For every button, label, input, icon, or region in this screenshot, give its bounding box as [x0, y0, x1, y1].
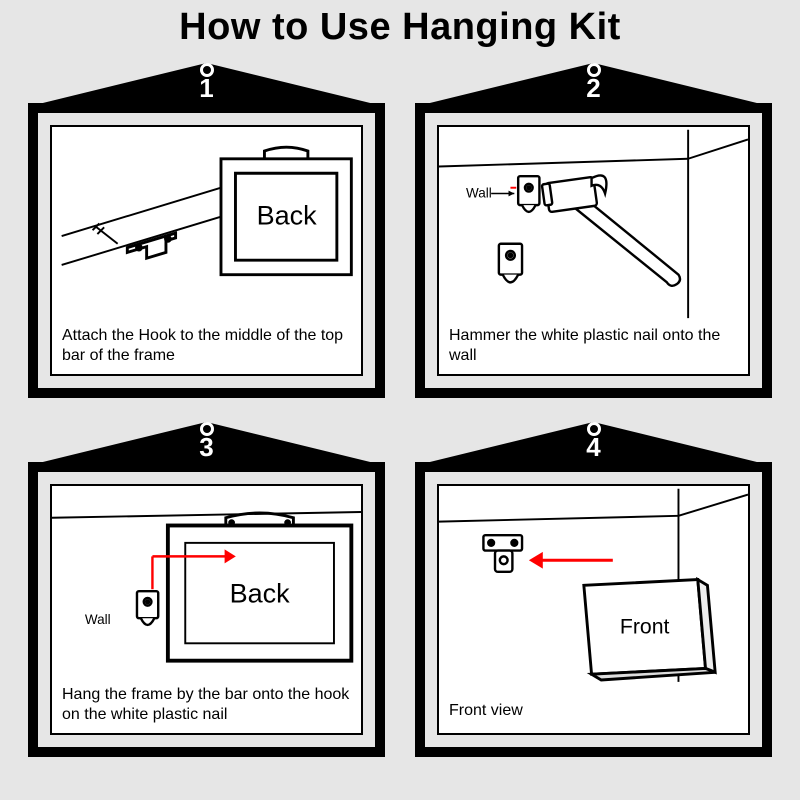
step-caption: Attach the Hook to the middle of the top… [62, 326, 351, 366]
step-panel-3: 3 Wall [28, 422, 385, 757]
step-tab-4: 4 [415, 422, 772, 466]
panel-outer-border: Wall [28, 462, 385, 757]
step-tab-2: 2 [415, 63, 772, 107]
step-panel-4: 4 [415, 422, 772, 757]
wall-label: Wall [466, 185, 492, 200]
front-label: Front [620, 615, 670, 639]
step-number: 2 [586, 73, 600, 104]
step4-diagram: Front [439, 486, 748, 733]
panel-frame: Wall [28, 462, 385, 757]
panel-frame: Back Attach the Hook to the middle of th… [28, 103, 385, 398]
step-number: 1 [199, 73, 213, 104]
panel-inner: Wall [50, 484, 363, 735]
wall-label: Wall [85, 612, 111, 627]
page-title: How to Use Hanging Kit [0, 0, 800, 55]
panel-inner: Front Front view [437, 484, 750, 735]
step-caption: Hammer the white plastic nail onto the w… [449, 326, 738, 366]
step-caption: Hang the frame by the bar onto the hook … [62, 685, 351, 725]
panel-frame: Front Front view [415, 462, 772, 757]
panel-frame: Wall [415, 103, 772, 398]
back-label: Back [257, 200, 318, 230]
step-number: 3 [199, 432, 213, 463]
panel-inner: Back Attach the Hook to the middle of th… [50, 125, 363, 376]
step-panel-2: 2 Wall [415, 63, 772, 398]
back-label: Back [230, 579, 291, 609]
page: How to Use Hanging Kit 1 [0, 0, 800, 800]
panel-outer-border: Front Front view [415, 462, 772, 757]
panel-outer-border: Wall [415, 103, 772, 398]
panel-inner: Wall [437, 125, 750, 376]
step-caption: Front view [449, 701, 738, 721]
steps-grid: 1 [0, 55, 800, 775]
step-panel-1: 1 [28, 63, 385, 398]
step-tab-3: 3 [28, 422, 385, 466]
panel-outer-border: Back Attach the Hook to the middle of th… [28, 103, 385, 398]
step-number: 4 [586, 432, 600, 463]
step-tab-1: 1 [28, 63, 385, 107]
